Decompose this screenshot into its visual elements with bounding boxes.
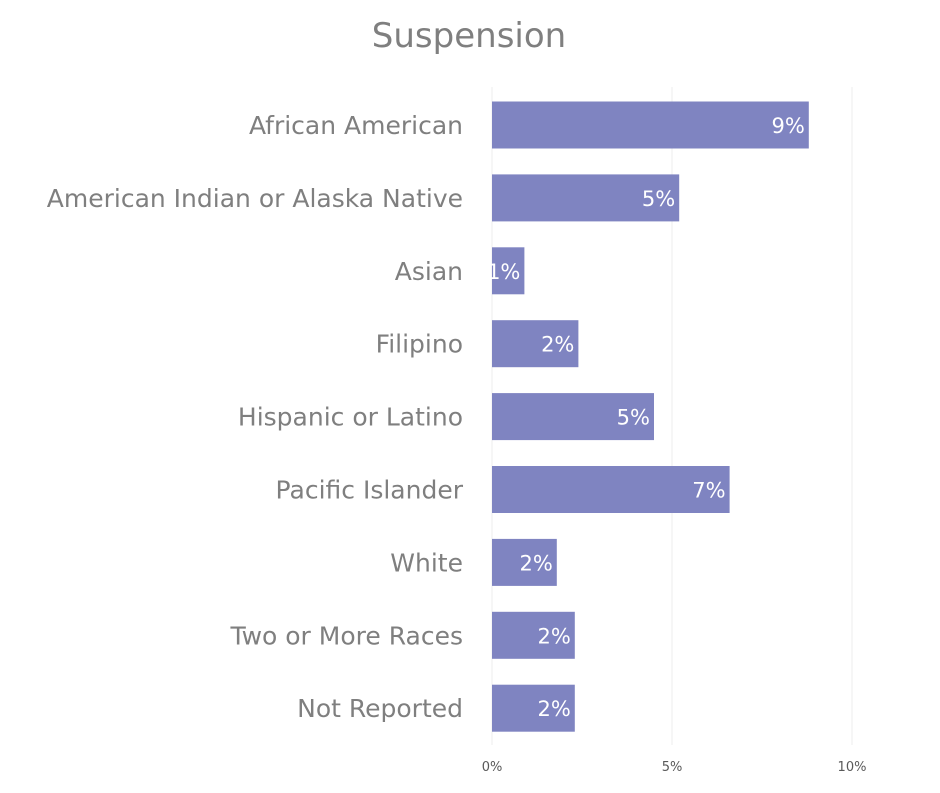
bar — [492, 393, 654, 441]
category-label: Not Reported — [297, 694, 463, 723]
category-label: White — [390, 548, 463, 577]
data-label: 2% — [541, 333, 574, 357]
data-labels: 9% 5% 1% 2% 5% 7% 2% 2% 2% — [487, 114, 805, 721]
data-label: 7% — [692, 479, 725, 503]
category-label: Two or More Races — [229, 621, 463, 650]
data-label: 1% — [487, 260, 520, 284]
category-label: Pacific Islander — [276, 476, 464, 505]
x-tick-label: 5% — [662, 760, 683, 775]
data-label: 5% — [642, 187, 675, 211]
category-label: American Indian or Alaska Native — [47, 184, 463, 213]
bar — [492, 101, 809, 149]
data-label: 9% — [771, 114, 804, 138]
x-axis-ticks: 0% 5% 10% — [482, 760, 867, 775]
chart-title: Suspension — [372, 16, 566, 56]
bar — [492, 684, 575, 732]
bar — [492, 174, 680, 222]
bar — [492, 466, 730, 513]
data-label: 2% — [519, 551, 552, 575]
data-label: 5% — [617, 406, 650, 430]
x-tick-label: 0% — [482, 760, 503, 775]
category-label: African American — [249, 111, 463, 140]
bar — [492, 538, 557, 586]
data-label: 2% — [537, 624, 570, 648]
bars-group — [492, 101, 809, 732]
category-label: Filipino — [376, 330, 463, 359]
bar — [492, 247, 525, 295]
bar — [492, 611, 575, 659]
data-label: 2% — [537, 697, 570, 721]
x-tick-label: 10% — [838, 760, 867, 775]
category-label: Asian — [395, 257, 463, 286]
category-label: Hispanic or Latino — [238, 403, 463, 432]
category-labels: African American American Indian or Alask… — [47, 111, 464, 723]
bar — [492, 320, 579, 368]
